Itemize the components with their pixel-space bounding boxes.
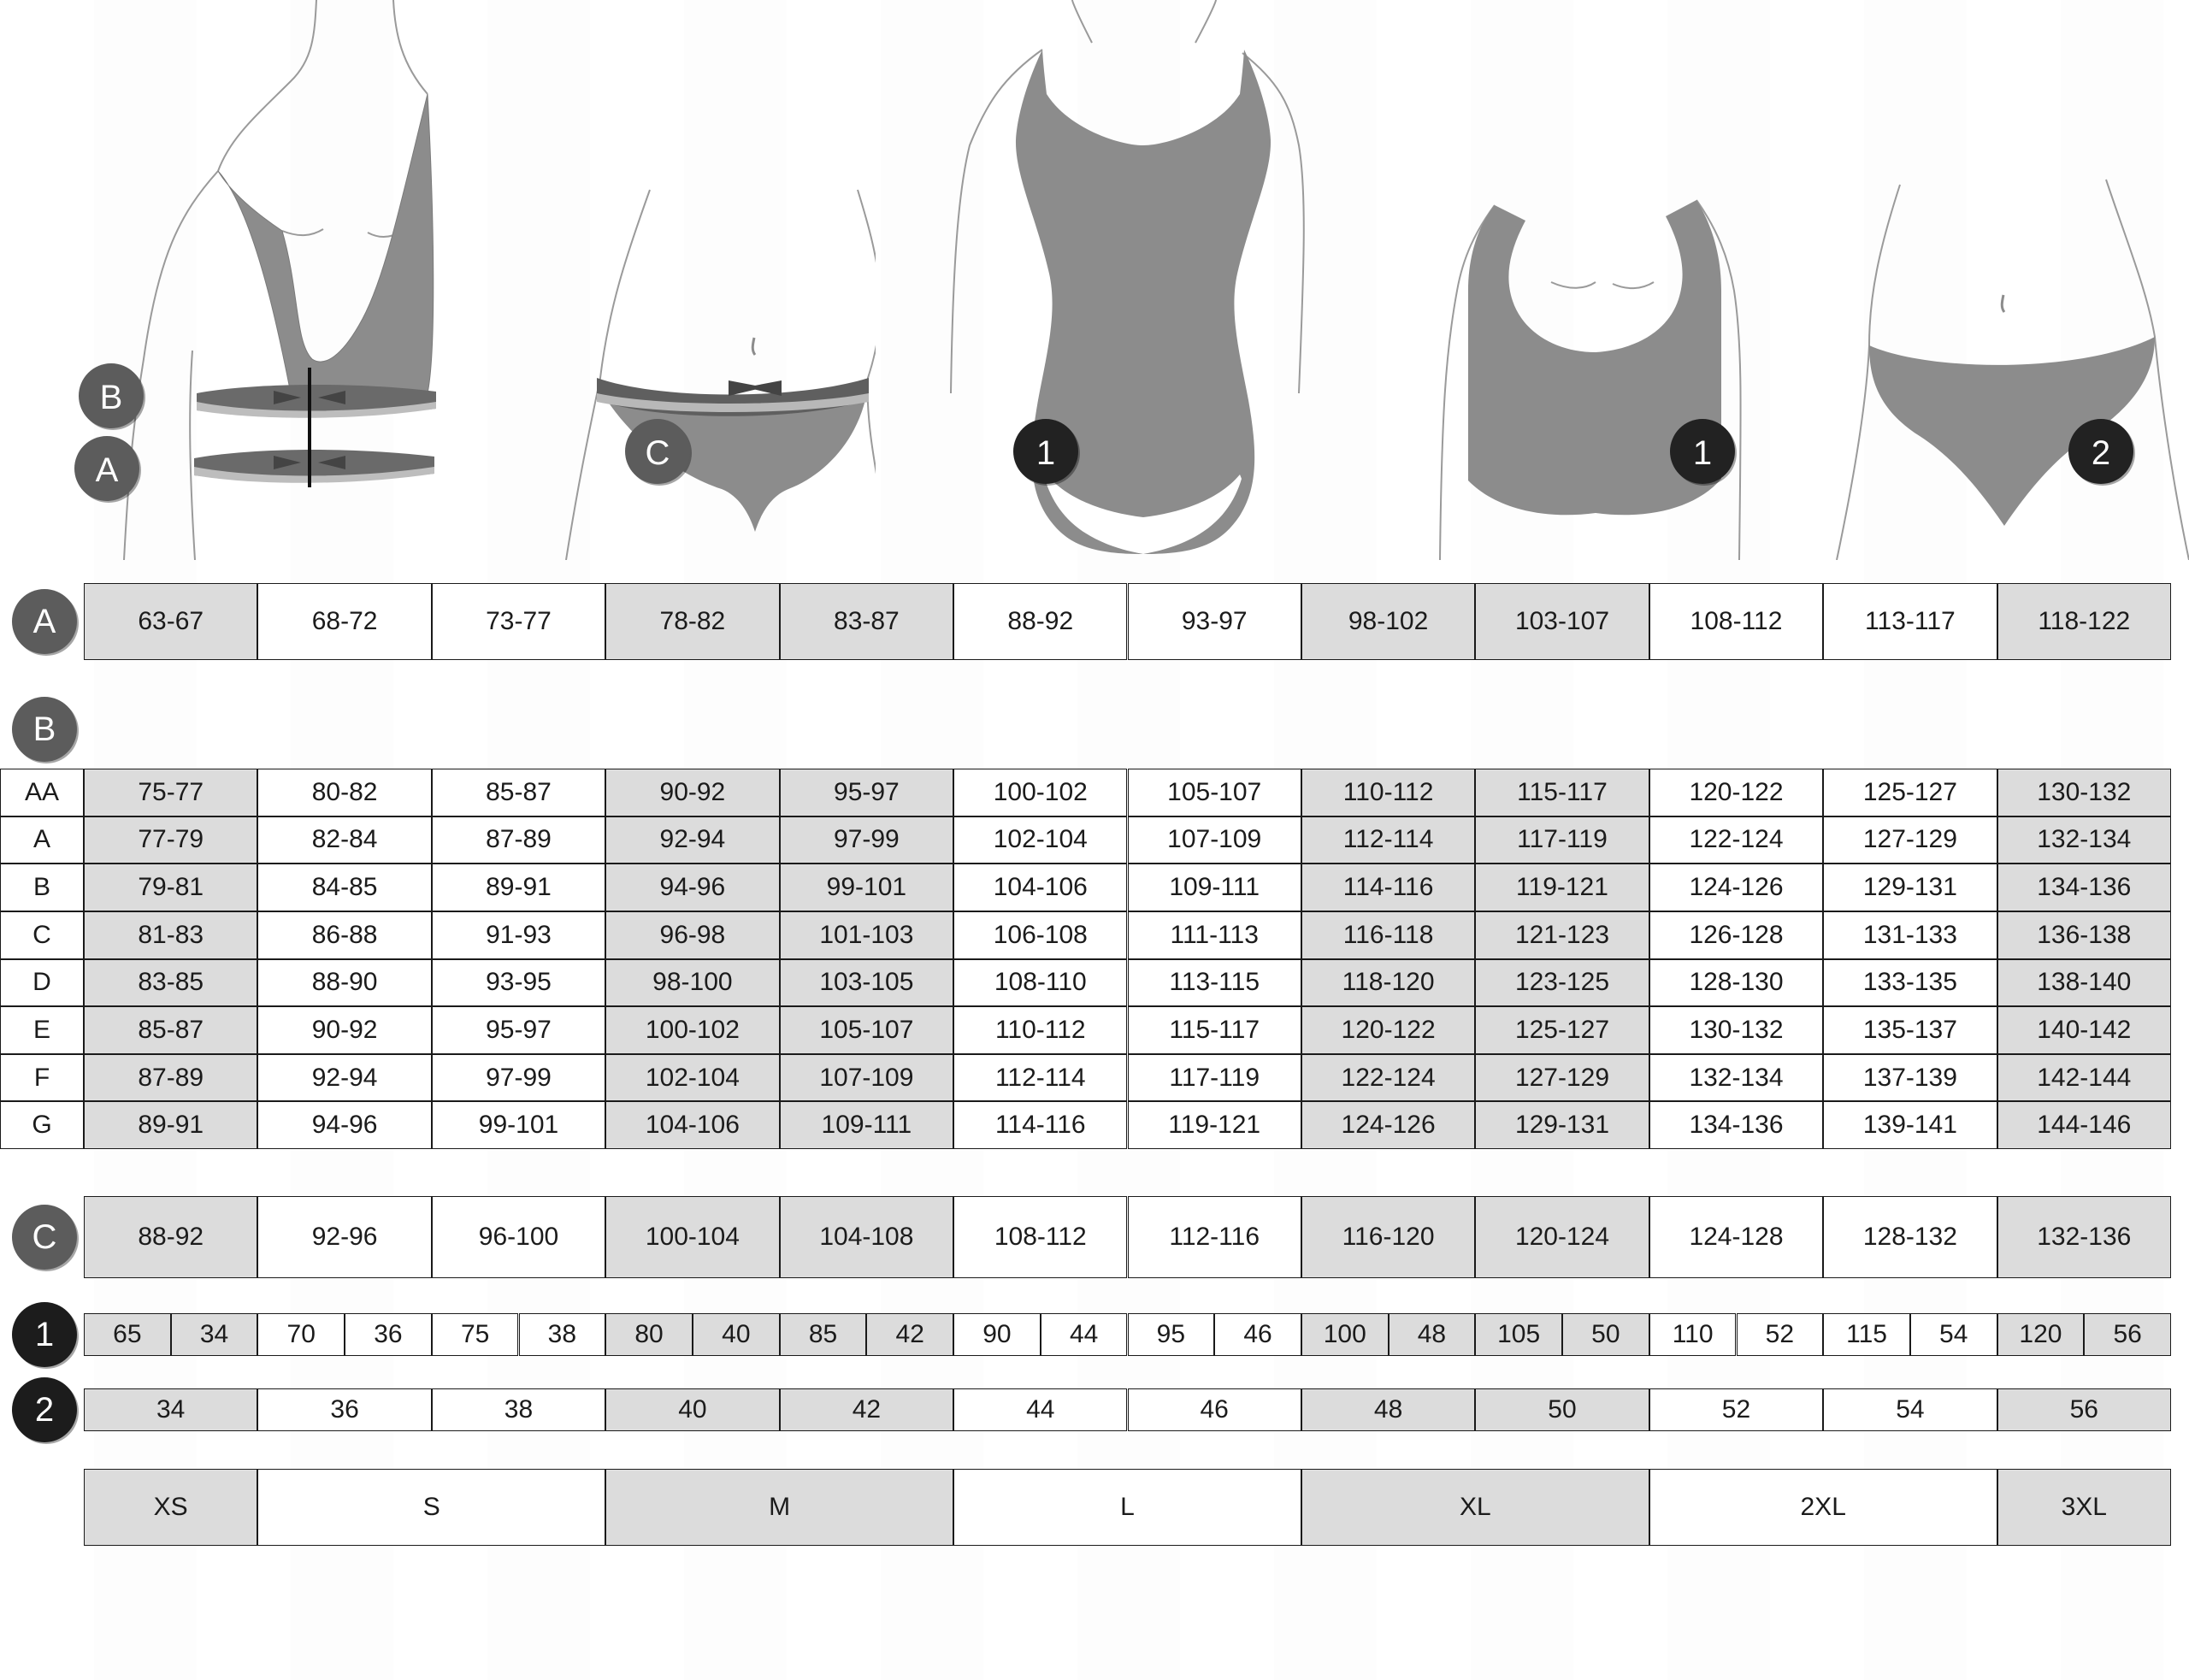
svg-text:2: 2	[2092, 434, 2110, 472]
svg-text:C: C	[646, 434, 670, 472]
svg-text:A: A	[96, 451, 119, 489]
svg-text:B: B	[100, 379, 123, 416]
svg-text:1: 1	[1036, 434, 1055, 472]
svg-text:1: 1	[1693, 434, 1712, 472]
